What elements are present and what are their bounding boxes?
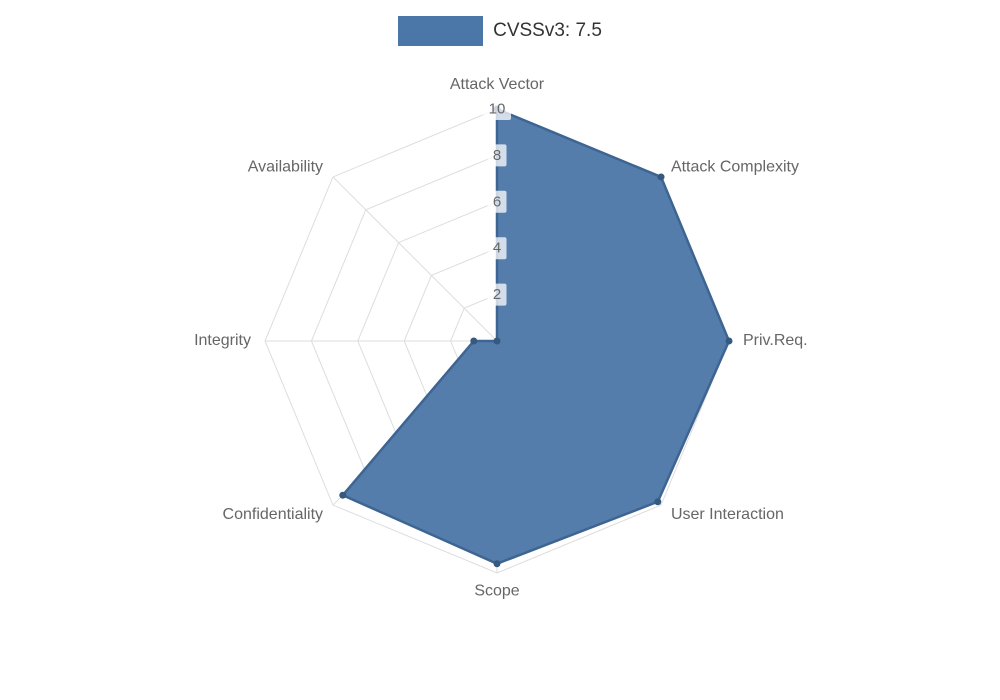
tick-backdrop [487,144,507,167]
radar-data-point [470,337,478,345]
radar-data-point [654,498,662,506]
axis-label-availability: Availability [248,158,323,175]
radar-data-point [493,337,501,345]
radar-data-point [725,337,733,345]
axis-label-attack-complexity: Attack Complexity [671,158,799,175]
radar-series-polygon [341,107,731,565]
axis-label-scope: Scope [474,582,519,599]
tick-backdrop [487,190,507,213]
tick-backdrop [487,237,507,260]
legend-swatch [398,16,484,46]
axis-label-priv-req: Priv.Req. [743,332,808,349]
radar-data-point [657,173,665,181]
radar-spoke [332,176,498,342]
tick-label: 10 [489,101,506,118]
tick-backdrop [487,283,507,306]
radar-data-point [339,491,347,499]
tick-label: 6 [493,193,501,210]
axis-label-attack-vector: Attack Vector [450,76,545,93]
tick-label: 4 [493,240,501,257]
tick-label: 8 [493,147,501,164]
tick-label: 2 [493,286,501,303]
axis-label-integrity: Integrity [194,332,251,349]
legend-label: CVSSv3: 7.5 [493,20,602,41]
axis-label-user-interaction: User Interaction [671,506,784,523]
tick-backdrop [483,98,511,120]
legend-item[interactable]: CVSSv3: 7.5 [0,16,1000,46]
axis-label-confidentiality: Confidentiality [223,506,324,523]
radar-data-point [493,560,501,568]
